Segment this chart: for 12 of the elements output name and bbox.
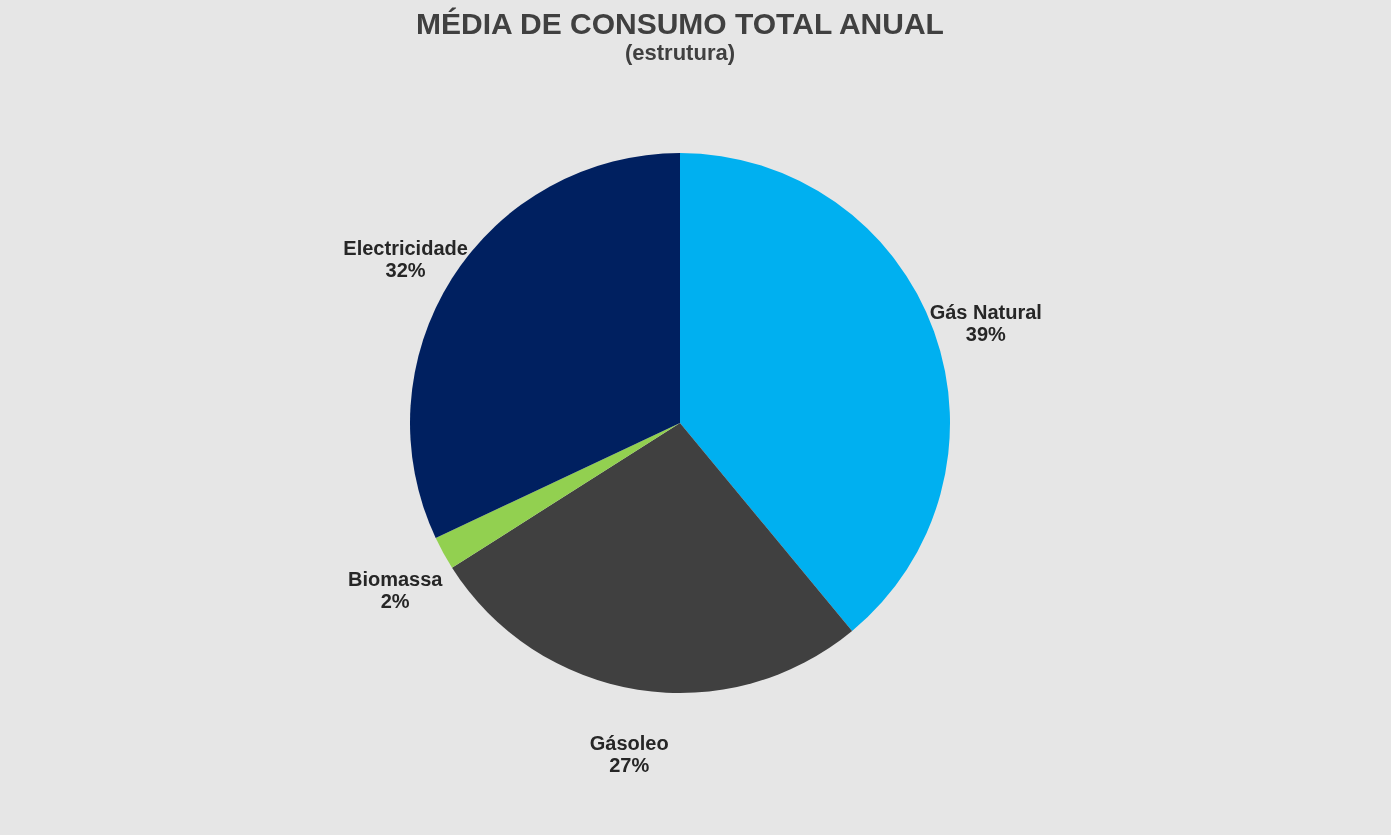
pie-slice [435,423,680,568]
data-label: 27% [609,754,650,776]
pie-slice [452,423,853,693]
data-label: 32% [385,258,426,281]
data-label: 2% [380,589,410,612]
chart-title: MÉDIA DE CONSUMO TOTAL ANUAL [416,7,944,40]
chart-subtitle: (estrutura) [624,40,736,65]
slice-label: Gás Natural [929,300,1042,323]
data-label: 39% [965,322,1007,345]
slice-label: Electricidade [343,236,468,259]
slice-label: Biomassa [347,567,444,590]
slice-label: Gásoleo [589,732,669,754]
